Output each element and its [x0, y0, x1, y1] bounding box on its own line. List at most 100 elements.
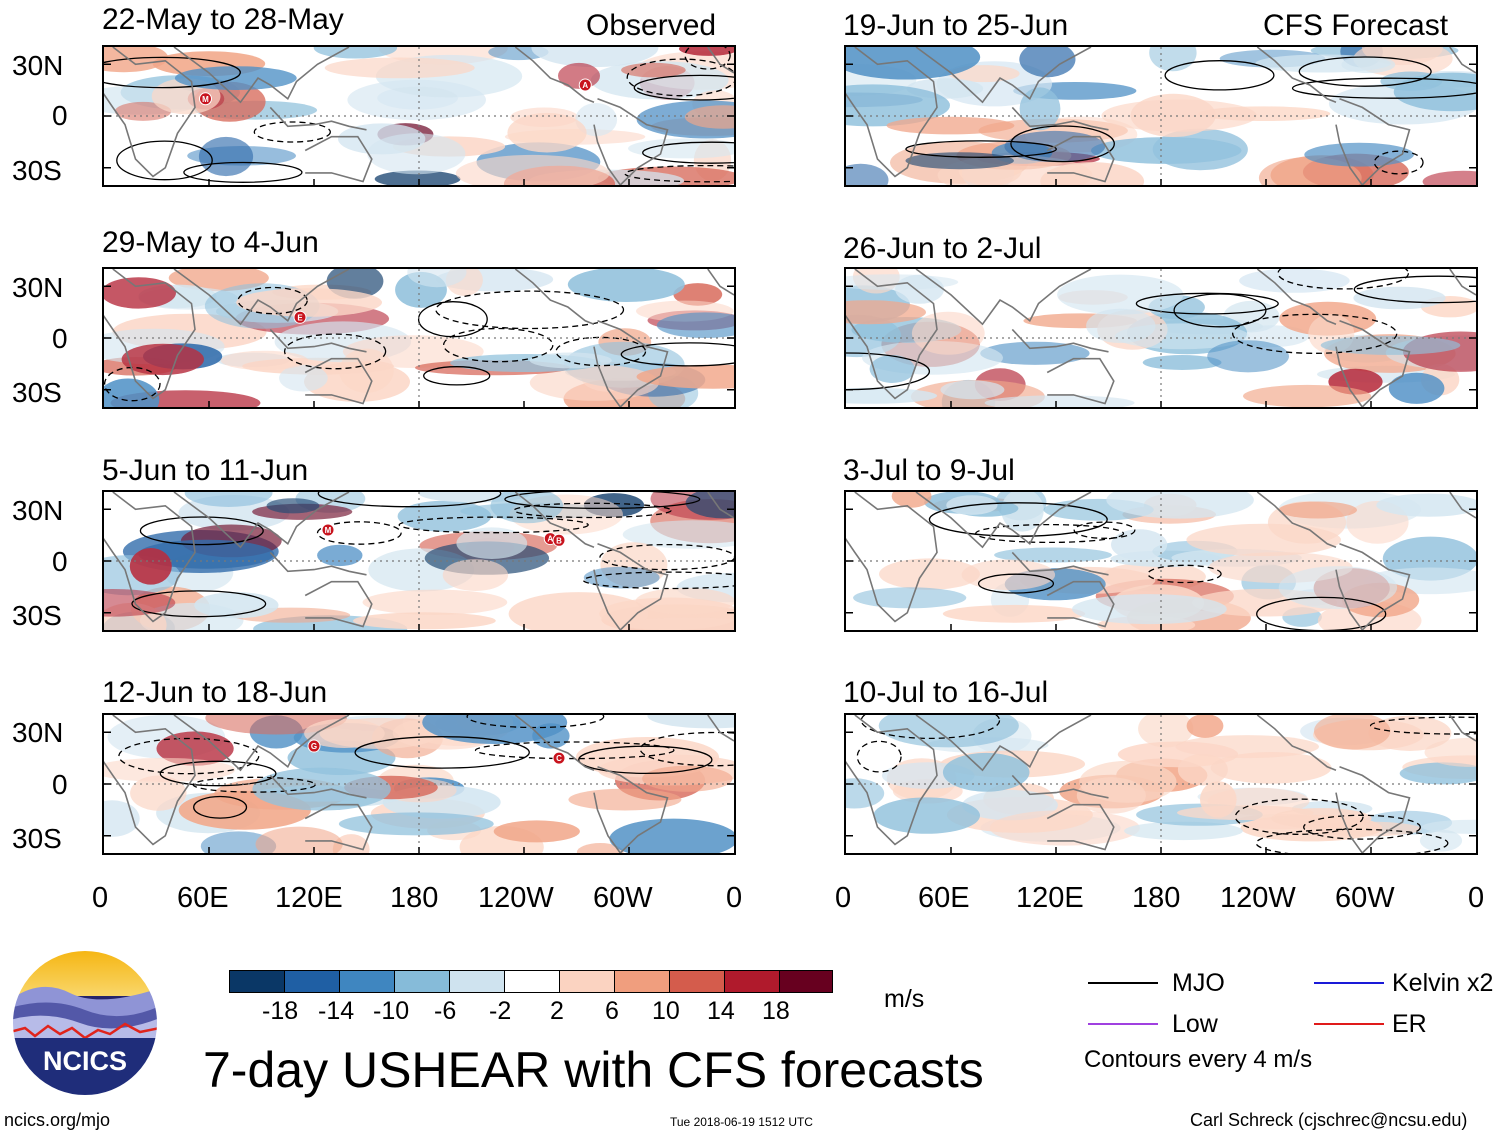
storm-icon: [307, 739, 321, 753]
mjo-contours: [104, 286, 734, 402]
mjo-contour: [1298, 56, 1432, 87]
colorbar-label: 2: [550, 997, 564, 1025]
mjo-contour: [183, 161, 303, 183]
panel-3-title: 5-Jun to 11-Jun: [102, 454, 309, 487]
panel-1-title: 22-May to 28-May: [102, 3, 344, 36]
shear-field: [846, 715, 1476, 852]
coastline: [1011, 328, 1109, 353]
storm-label: M: [202, 95, 209, 104]
mjo-contours: [104, 47, 734, 183]
axis-ticks: [104, 731, 734, 853]
mjo-contour: [1010, 125, 1115, 163]
shear-anomaly: [1057, 274, 1184, 315]
shear-anomaly: [684, 105, 734, 129]
mjo-contour: [642, 141, 734, 164]
mjo-contour: [193, 795, 248, 819]
lat-label-0: 0: [52, 546, 68, 577]
coastline: [104, 269, 196, 400]
colorbar-label: 6: [605, 997, 619, 1025]
shear-anomaly: [493, 820, 580, 843]
shear-field: [846, 47, 1476, 185]
shear-anomaly: [621, 62, 686, 78]
legend-line-mjo: [1088, 982, 1158, 984]
panel-4-title: 12-Jun to 18-Jun: [102, 676, 328, 709]
lon-label-120e: 120E: [1016, 882, 1084, 914]
coastline: [846, 715, 938, 846]
colorbar-swatch: [614, 970, 670, 993]
coastline: [846, 492, 938, 623]
legend-line-low: [1088, 1023, 1158, 1025]
coastline: [304, 580, 373, 628]
panel-5-svg: [846, 47, 1476, 185]
shear-anomaly: [994, 547, 1112, 563]
mjo-contour: [398, 516, 589, 534]
footer-credit: Carl Schreck (cjschrec@ncsu.edu): [1190, 1110, 1468, 1130]
mjo-contour: [442, 327, 554, 363]
shear-anomaly: [255, 826, 343, 853]
shear-anomaly: [1040, 162, 1145, 185]
legend-line-er: [1314, 1023, 1384, 1025]
mjo-contour: [684, 47, 731, 70]
shear-anomaly: [1186, 715, 1224, 738]
shear-anomaly: [490, 492, 564, 524]
lat-label-30n: 30N: [12, 50, 64, 81]
shear-anomaly: [194, 592, 279, 619]
lon-label-120w: 120W: [1220, 882, 1296, 914]
shear-anomaly: [407, 269, 467, 288]
shear-anomaly: [620, 617, 734, 630]
mjo-contour: [905, 140, 1057, 158]
colorbar-label: -10: [373, 997, 410, 1025]
lat-label-30s: 30S: [12, 155, 62, 186]
legend-label-er: ER: [1392, 1010, 1427, 1038]
shear-anomaly: [104, 589, 176, 617]
map-panel-7: [844, 490, 1478, 632]
coastline: [846, 47, 938, 178]
coastline: [173, 715, 350, 772]
mjo-contour: [582, 571, 734, 590]
shear-anomaly: [567, 269, 685, 302]
storm-marker: A: [578, 78, 592, 92]
lon-label-60e: 60E: [918, 882, 970, 914]
coastline: [1046, 135, 1115, 183]
shear-anomaly: [853, 587, 967, 609]
mjo-contour: [860, 715, 1001, 740]
shear-anomaly: [628, 138, 734, 159]
coastline: [707, 269, 734, 296]
coastline: [269, 328, 367, 353]
shear-anomaly: [252, 767, 391, 811]
shear-anomaly: [455, 154, 610, 185]
shear-anomaly: [104, 757, 236, 782]
storm-label: B: [556, 536, 562, 545]
shear-anomaly: [886, 116, 1015, 135]
colorbar-units: m/s: [884, 985, 925, 1013]
mjo-contour: [1256, 596, 1387, 630]
main-title: 7-day USHEAR with CFS forecasts: [203, 1042, 984, 1098]
panel-2-svg: E: [104, 269, 734, 407]
shear-anomaly: [353, 612, 496, 630]
coastline: [707, 715, 734, 742]
coastline: [1449, 492, 1476, 519]
lat-label-0: 0: [52, 100, 68, 131]
mjo-contour: [620, 342, 734, 367]
footer-url[interactable]: ncics.org/mjo: [4, 1110, 111, 1130]
map-panel-8: [844, 713, 1478, 855]
lon-label-0: 0: [92, 882, 109, 914]
shear-field: [104, 492, 734, 630]
shear-anomaly: [942, 604, 1086, 623]
shear-anomaly: [1111, 529, 1168, 560]
shear-field: [846, 269, 1476, 407]
mjo-contour: [1173, 293, 1267, 328]
mjo-contour: [317, 492, 502, 508]
coastline: [1046, 357, 1115, 405]
shear-anomaly: [1138, 715, 1194, 748]
shear-anomaly: [507, 112, 587, 153]
mjo-contour: [1369, 716, 1476, 735]
colorbar-swatch: [449, 970, 505, 993]
map-panel-6: [844, 267, 1478, 409]
coastlines: [104, 492, 734, 630]
colorbar-swatch: [559, 970, 615, 993]
lat-label-0: 0: [52, 769, 68, 800]
coastlines: [846, 715, 1476, 853]
mjo-contour: [466, 715, 605, 729]
